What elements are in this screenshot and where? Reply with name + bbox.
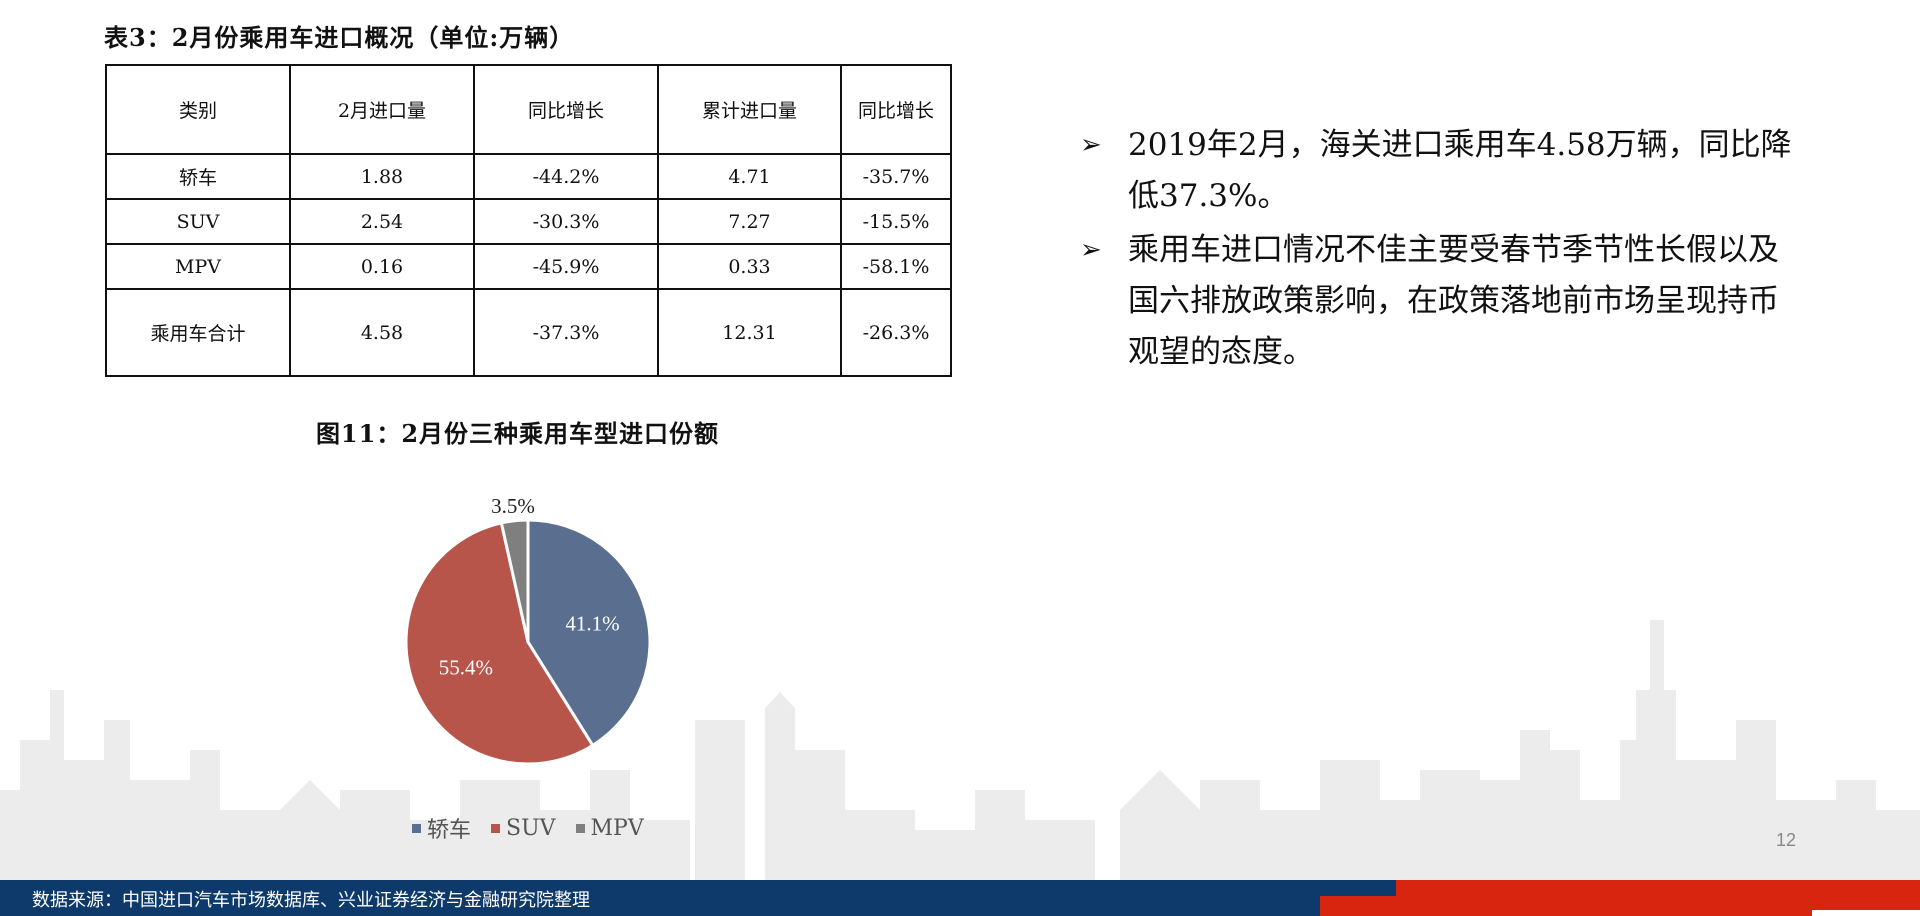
table-title: 表3：2月份乘用车进口概况（单位:万辆） — [104, 23, 575, 52]
footer-red-step — [1320, 896, 1400, 916]
table-cell: MPV — [105, 243, 291, 290]
legend-label: MPV — [590, 815, 644, 841]
pie-data-label: 3.5% — [491, 494, 535, 518]
table-cell: 轿车 — [105, 153, 291, 200]
table-cell: -30.3% — [473, 198, 659, 245]
table-row: SUV 2.54 -30.3% 7.27 -15.5% — [105, 198, 952, 245]
table-header-cell: 累计进口量 — [657, 64, 842, 155]
table-cell: 4.58 — [289, 288, 475, 377]
table-row: MPV 0.16 -45.9% 0.33 -58.1% — [105, 243, 952, 290]
table-cell: 2.54 — [289, 198, 475, 245]
table-cell: 1.88 — [289, 153, 475, 200]
legend-label: SUV — [506, 815, 556, 841]
bullet-text: 2019年2月，海关进口乘用车4.58万辆，同比降低37.3%。 — [1128, 127, 1792, 214]
legend-item-suv: SUV — [491, 812, 556, 844]
arrow-right-icon: ➢ — [1080, 130, 1102, 160]
table-row-total: 乘用车合计 4.58 -37.3% 12.31 -26.3% — [105, 288, 952, 377]
table-cell: -37.3% — [473, 288, 659, 377]
table-header-cell: 同比增长 — [840, 64, 952, 155]
table-cell: -44.2% — [473, 153, 659, 200]
legend-swatch — [491, 823, 501, 833]
legend-item-sedan: 轿车 — [412, 812, 471, 844]
table-cell: 12.31 — [657, 288, 842, 377]
skyline-background — [0, 620, 1920, 880]
table-cell: -15.5% — [840, 198, 952, 245]
pie-data-label: 41.1% — [565, 611, 619, 635]
table-cell: 4.71 — [657, 153, 842, 200]
table-header-row: 类别 2月进口量 同比增长 累计进口量 同比增长 — [105, 64, 952, 155]
bullet-item: ➢ 2019年2月，海关进口乘用车4.58万辆，同比降低37.3%。 — [1080, 120, 1800, 222]
legend-swatch — [412, 823, 421, 833]
bullet-list: ➢ 2019年2月，海关进口乘用车4.58万辆，同比降低37.3%。 ➢ 乘用车… — [1080, 120, 1800, 381]
table-cell: 7.27 — [657, 198, 842, 245]
footer-source-text: 数据来源：中国进口汽车市场数据库、兴业证券经济与金融研究院整理 — [32, 890, 590, 911]
footer-bar: 数据来源：中国进口汽车市场数据库、兴业证券经济与金融研究院整理 — [0, 880, 1920, 916]
table-cell: -35.7% — [840, 153, 952, 200]
import-summary-table: 类别 2月进口量 同比增长 累计进口量 同比增长 轿车 1.88 -44.2% … — [105, 64, 952, 377]
figure-title: 图11：2月份三种乘用车型进口份额 — [315, 419, 720, 448]
chart-legend: 轿车 SUV MPV — [412, 812, 644, 844]
table-cell: -45.9% — [473, 243, 659, 290]
table-cell: 0.16 — [289, 243, 475, 290]
arrow-right-icon: ➢ — [1080, 235, 1102, 265]
table-cell: -26.3% — [840, 288, 952, 377]
page-number: 12 — [1776, 830, 1797, 850]
pie-data-label: 55.4% — [439, 655, 493, 679]
legend-label: 轿车 — [427, 818, 472, 843]
pie-slice-2 — [499, 518, 530, 643]
table-cell: 0.33 — [657, 243, 842, 290]
legend-swatch — [575, 823, 585, 833]
table-header-cell: 同比增长 — [473, 64, 659, 155]
table-row: 轿车 1.88 -44.2% 4.71 -35.7% — [105, 153, 952, 200]
bullet-item: ➢ 乘用车进口情况不佳主要受春节季节性长假以及国六排放政策影响，在政策落地前市场… — [1080, 225, 1800, 378]
bullet-text: 乘用车进口情况不佳主要受春节季节性长假以及国六排放政策影响，在政策落地前市场呈现… — [1128, 232, 1779, 370]
legend-item-mpv: MPV — [575, 812, 644, 844]
table-cell: SUV — [105, 198, 291, 245]
table-cell: 乘用车合计 — [105, 288, 291, 377]
footer-white-strip — [1812, 910, 1920, 916]
table-header-cell: 2月进口量 — [289, 64, 475, 155]
pie-slice-1 — [404, 521, 595, 766]
table-header-cell: 类别 — [105, 64, 291, 155]
table-cell: -58.1% — [840, 243, 952, 290]
pie-chart: 41.1% 55.4% 3.5% — [404, 494, 652, 766]
